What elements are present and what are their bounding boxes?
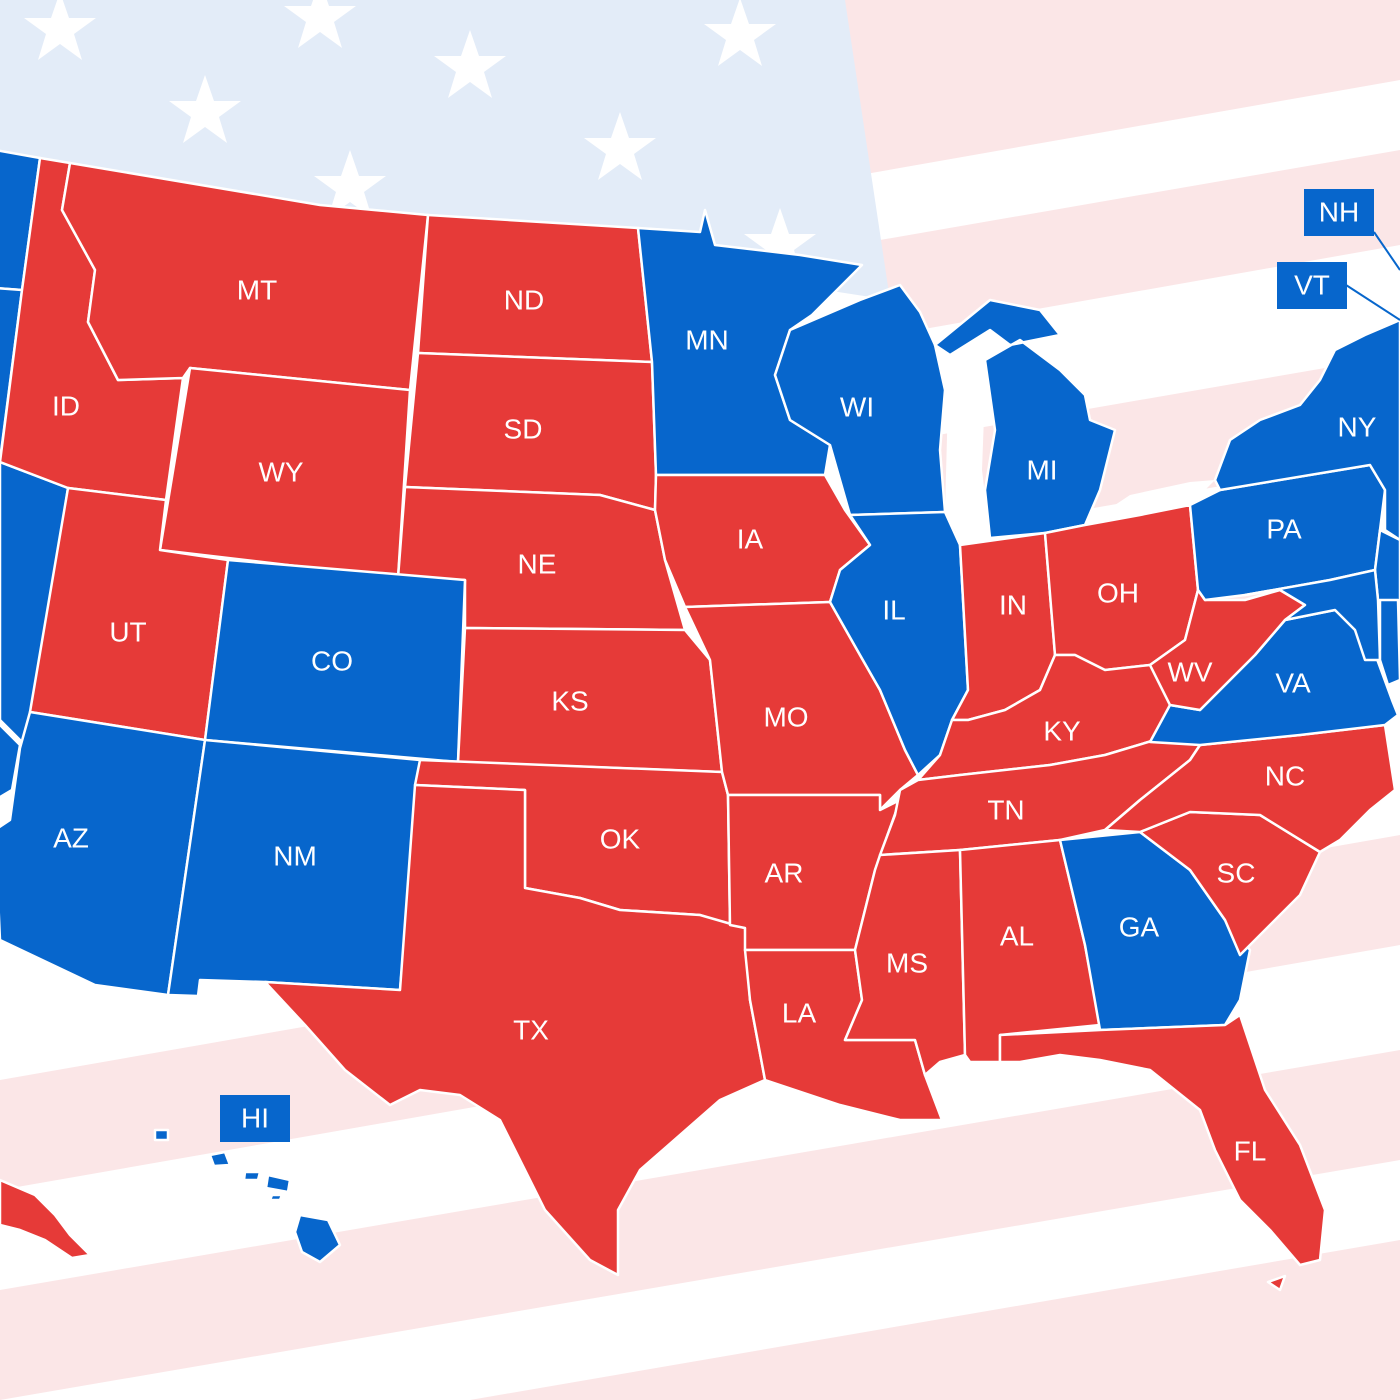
star-icon xyxy=(584,112,656,180)
state-label-GA: GA xyxy=(1119,911,1160,942)
state-label-NY: NY xyxy=(1338,411,1377,442)
hawaii-island xyxy=(293,1213,342,1264)
state-label-WY: WY xyxy=(258,456,303,487)
flag-stripe xyxy=(880,150,1400,335)
state-MD[interactable] xyxy=(1243,568,1382,662)
state-label-LA: LA xyxy=(782,997,817,1028)
state-label-UT: UT xyxy=(109,616,146,647)
star-icon xyxy=(169,75,241,143)
state-MT[interactable] xyxy=(60,161,430,392)
state-label-MT: MT xyxy=(237,274,277,305)
flag-stripe xyxy=(840,0,1400,175)
state-label-KY: KY xyxy=(1043,715,1081,746)
state-label-TN: TN xyxy=(987,794,1024,825)
state-label-FL: FL xyxy=(1234,1135,1267,1166)
hawaii-island xyxy=(242,1170,262,1182)
state-label-MN: MN xyxy=(685,324,729,355)
state-label-NC: NC xyxy=(1265,760,1305,791)
callout-label-VT: VT xyxy=(1294,269,1330,300)
hawaii-island xyxy=(153,1128,170,1142)
flag-canton xyxy=(0,0,890,300)
state-label-AL: AL xyxy=(1000,920,1034,951)
state-AK[interactable] xyxy=(0,1178,92,1260)
state-label-AZ: AZ xyxy=(53,822,89,853)
state-label-KS: KS xyxy=(551,685,588,716)
callout-box-HI xyxy=(220,1095,290,1142)
state-labels: ID MT ND MN WY SD WI MI NY IA NE PA OH I… xyxy=(52,274,1377,1166)
state-FL-keys xyxy=(1266,1274,1287,1292)
state-label-IN: IN xyxy=(999,589,1027,620)
state-label-MI: MI xyxy=(1026,454,1057,485)
callout-box-NH xyxy=(1304,189,1374,236)
state-label-IA: IA xyxy=(737,523,764,554)
state-label-NM: NM xyxy=(273,840,317,871)
star-icon xyxy=(24,0,96,60)
leader-line-VT xyxy=(1345,284,1400,321)
callout-box-VT xyxy=(1277,262,1347,309)
lake-michigan xyxy=(945,375,990,540)
hawaii-island xyxy=(264,1173,292,1194)
state-MI[interactable] xyxy=(933,298,1117,540)
state-label-SD: SD xyxy=(504,413,543,444)
state-label-IL: IL xyxy=(882,594,905,625)
callout-label-NH: NH xyxy=(1319,196,1359,227)
state-label-MS: MS xyxy=(886,947,928,978)
state-label-CO: CO xyxy=(311,645,353,676)
flag-stripe xyxy=(470,1240,1400,1400)
state-WI[interactable] xyxy=(773,283,947,517)
state-label-MO: MO xyxy=(763,701,808,732)
state-label-OH: OH xyxy=(1097,577,1139,608)
state-FL[interactable] xyxy=(998,1013,1327,1267)
state-label-ND: ND xyxy=(504,284,544,315)
state-label-ID: ID xyxy=(52,390,80,421)
star-icon xyxy=(284,0,356,48)
star-icon xyxy=(314,150,386,218)
state-label-WV: WV xyxy=(1167,656,1212,687)
state-label-SC: SC xyxy=(1217,857,1256,888)
state-label-TX: TX xyxy=(513,1014,549,1045)
leader-line-NH xyxy=(1373,231,1400,271)
star-icon xyxy=(744,208,816,276)
state-label-OK: OK xyxy=(600,823,641,854)
states xyxy=(0,149,1400,1292)
callout-label-HI: HI xyxy=(241,1102,269,1133)
state-CA[interactable] xyxy=(0,720,22,800)
state-NY[interactable] xyxy=(1213,318,1400,542)
state-TX[interactable] xyxy=(263,783,767,1277)
state-KS[interactable] xyxy=(456,626,724,774)
state-label-NE: NE xyxy=(518,548,557,579)
flag-stripe xyxy=(0,1050,1400,1400)
great-lakes xyxy=(945,375,1215,540)
state-label-WI: WI xyxy=(840,391,874,422)
hawaii-island xyxy=(208,1150,232,1168)
hawaii-island xyxy=(268,1193,284,1202)
state-HI[interactable] xyxy=(153,1128,342,1264)
star-icon xyxy=(434,30,506,98)
state-NC[interactable] xyxy=(1103,723,1397,854)
state-DE[interactable] xyxy=(1378,598,1400,687)
star-icon xyxy=(704,0,776,66)
flag-stars xyxy=(24,0,816,276)
state-label-PA: PA xyxy=(1266,513,1302,544)
callouts: HI NH VT xyxy=(220,189,1400,1142)
state-label-AR: AR xyxy=(765,857,804,888)
state-label-VA: VA xyxy=(1275,667,1311,698)
lake-erie xyxy=(1085,480,1215,525)
